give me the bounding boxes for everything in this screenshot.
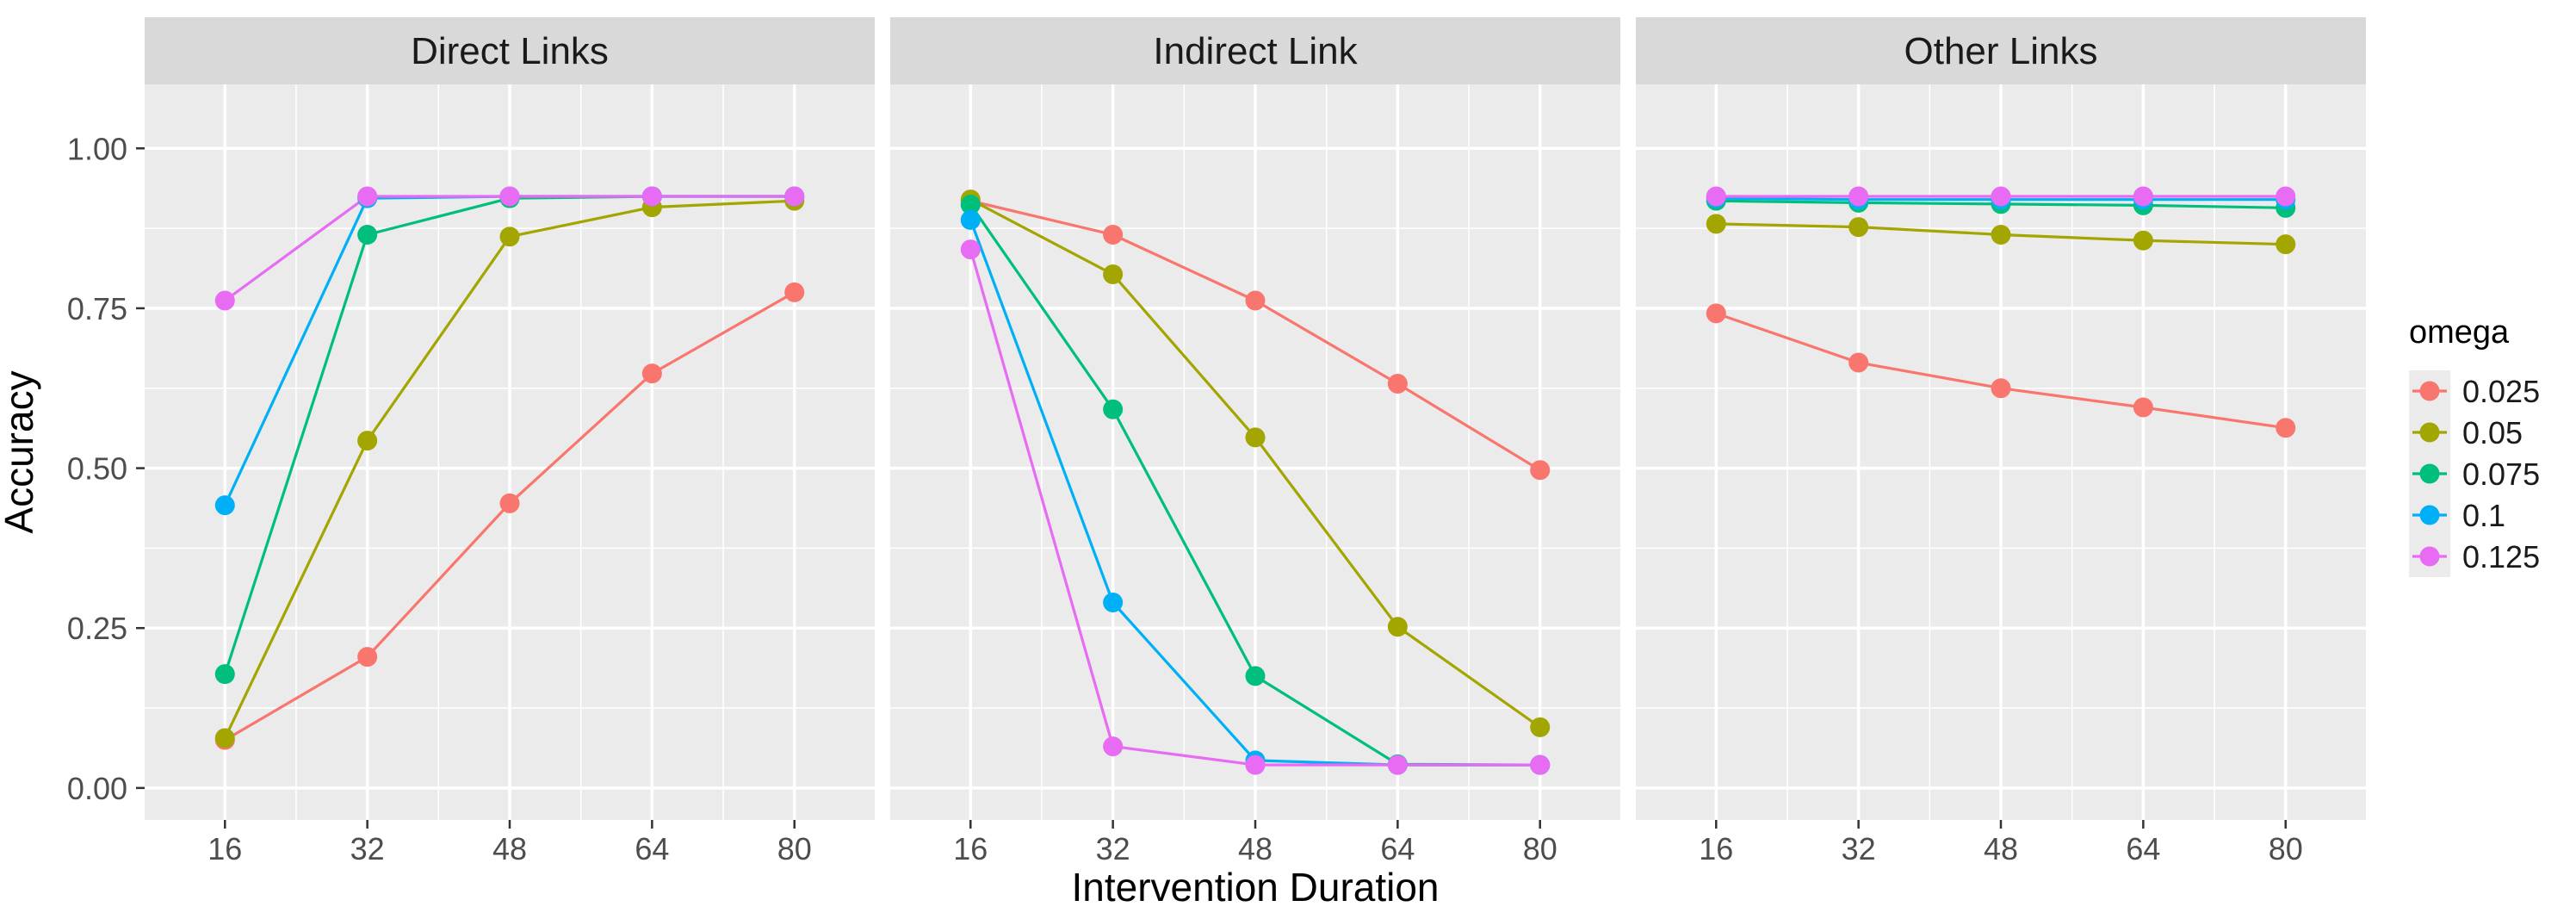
x-tick-label: 32 — [1842, 831, 1876, 866]
facet-panel: Indirect Link 16 32 48 64 80 — [890, 17, 1620, 866]
x-tick-label: 32 — [350, 831, 385, 866]
data-point — [1530, 754, 1551, 775]
facet-title: Other Links — [1904, 30, 2098, 72]
data-point — [357, 647, 378, 668]
facet-title: Indirect Link — [1153, 30, 1358, 72]
data-point — [1848, 186, 1869, 207]
data-point — [960, 209, 981, 230]
data-point — [2276, 186, 2296, 207]
data-point — [1103, 225, 1124, 245]
y-tick-label: 0.50 — [67, 451, 127, 487]
data-point — [1245, 666, 1266, 686]
data-point — [1991, 186, 2011, 207]
data-point — [499, 493, 520, 513]
data-point — [499, 186, 520, 207]
data-point — [357, 186, 378, 207]
legend: omega 0.025 0.05 0.075 0.1 0.125 — [2409, 314, 2540, 577]
data-point — [1991, 225, 2011, 245]
data-point — [1387, 617, 1408, 637]
y-axis: 0.00 0.25 0.50 0.75 1.00 — [67, 131, 145, 806]
data-point — [2133, 186, 2153, 207]
x-tick-label: 32 — [1096, 831, 1130, 866]
y-tick-label: 0.00 — [67, 771, 127, 806]
data-point — [1706, 303, 1726, 324]
facet-title: Direct Links — [411, 30, 609, 72]
data-point — [1387, 754, 1408, 775]
legend-label: 0.125 — [2462, 539, 2540, 574]
x-tick-label: 64 — [1380, 831, 1415, 866]
data-point — [1530, 717, 1551, 737]
facet-panel: Other Links 16 32 48 64 80 — [1636, 17, 2366, 866]
legend-key-point — [2419, 422, 2440, 443]
y-tick-label: 1.00 — [67, 131, 127, 166]
x-tick-label: 48 — [1984, 831, 2018, 866]
data-point — [784, 186, 805, 207]
legend-label: 0.1 — [2462, 498, 2505, 533]
legend-title: omega — [2409, 314, 2510, 351]
data-point — [2276, 234, 2296, 255]
x-tick-label: 80 — [1523, 831, 1557, 866]
data-point — [357, 431, 378, 451]
legend-key-point — [2419, 505, 2440, 525]
data-point — [1103, 593, 1124, 613]
data-point — [214, 290, 235, 311]
x-tick-label: 16 — [207, 831, 242, 866]
data-point — [214, 495, 235, 516]
legend-label: 0.025 — [2462, 374, 2540, 409]
data-point — [1103, 264, 1124, 285]
facet-strip — [890, 17, 1620, 84]
y-tick-label: 0.75 — [67, 291, 127, 326]
x-axis-title: Intervention Duration — [1071, 865, 1439, 910]
data-point — [1245, 427, 1266, 448]
x-tick-label: 48 — [1238, 831, 1273, 866]
data-point — [357, 225, 378, 245]
legend-key-point — [2419, 381, 2440, 401]
data-point — [2133, 230, 2153, 251]
data-point — [960, 195, 981, 215]
facet-panels: Direct Links 16 32 48 64 80 Indirect Link 16 32 4… — [145, 17, 2366, 866]
facet-panel: Direct Links 16 32 48 64 80 — [145, 17, 875, 866]
data-point — [1991, 378, 2011, 399]
data-point — [1245, 754, 1266, 775]
data-point — [641, 363, 662, 384]
x-tick-label: 16 — [1699, 831, 1733, 866]
data-point — [1706, 186, 1726, 207]
legend-key-point — [2419, 546, 2440, 567]
data-point — [214, 664, 235, 685]
data-point — [1245, 290, 1266, 311]
x-tick-label: 80 — [777, 831, 812, 866]
facet-strip — [145, 17, 875, 84]
legend-key-point — [2419, 463, 2440, 484]
x-tick-label: 48 — [492, 831, 527, 866]
data-point — [1530, 460, 1551, 481]
data-point — [641, 186, 662, 207]
data-point — [2133, 397, 2153, 418]
data-point — [2276, 418, 2296, 438]
data-point — [214, 728, 235, 748]
x-tick-label: 64 — [2126, 831, 2160, 866]
data-point — [960, 239, 981, 260]
data-point — [499, 227, 520, 247]
x-tick-label: 80 — [2269, 831, 2303, 866]
legend-label: 0.05 — [2462, 415, 2523, 450]
facet-strip — [1636, 17, 2366, 84]
legend-label: 0.075 — [2462, 456, 2540, 492]
x-tick-label: 16 — [953, 831, 988, 866]
data-point — [784, 282, 805, 302]
data-point — [1706, 214, 1726, 234]
data-point — [1848, 217, 1869, 238]
data-point — [1103, 399, 1124, 419]
y-axis-title: Accuracy — [0, 370, 41, 533]
data-point — [1103, 736, 1124, 757]
x-tick-label: 64 — [635, 831, 669, 866]
data-point — [1848, 352, 1869, 373]
data-point — [1387, 374, 1408, 394]
y-tick-label: 0.25 — [67, 611, 127, 646]
